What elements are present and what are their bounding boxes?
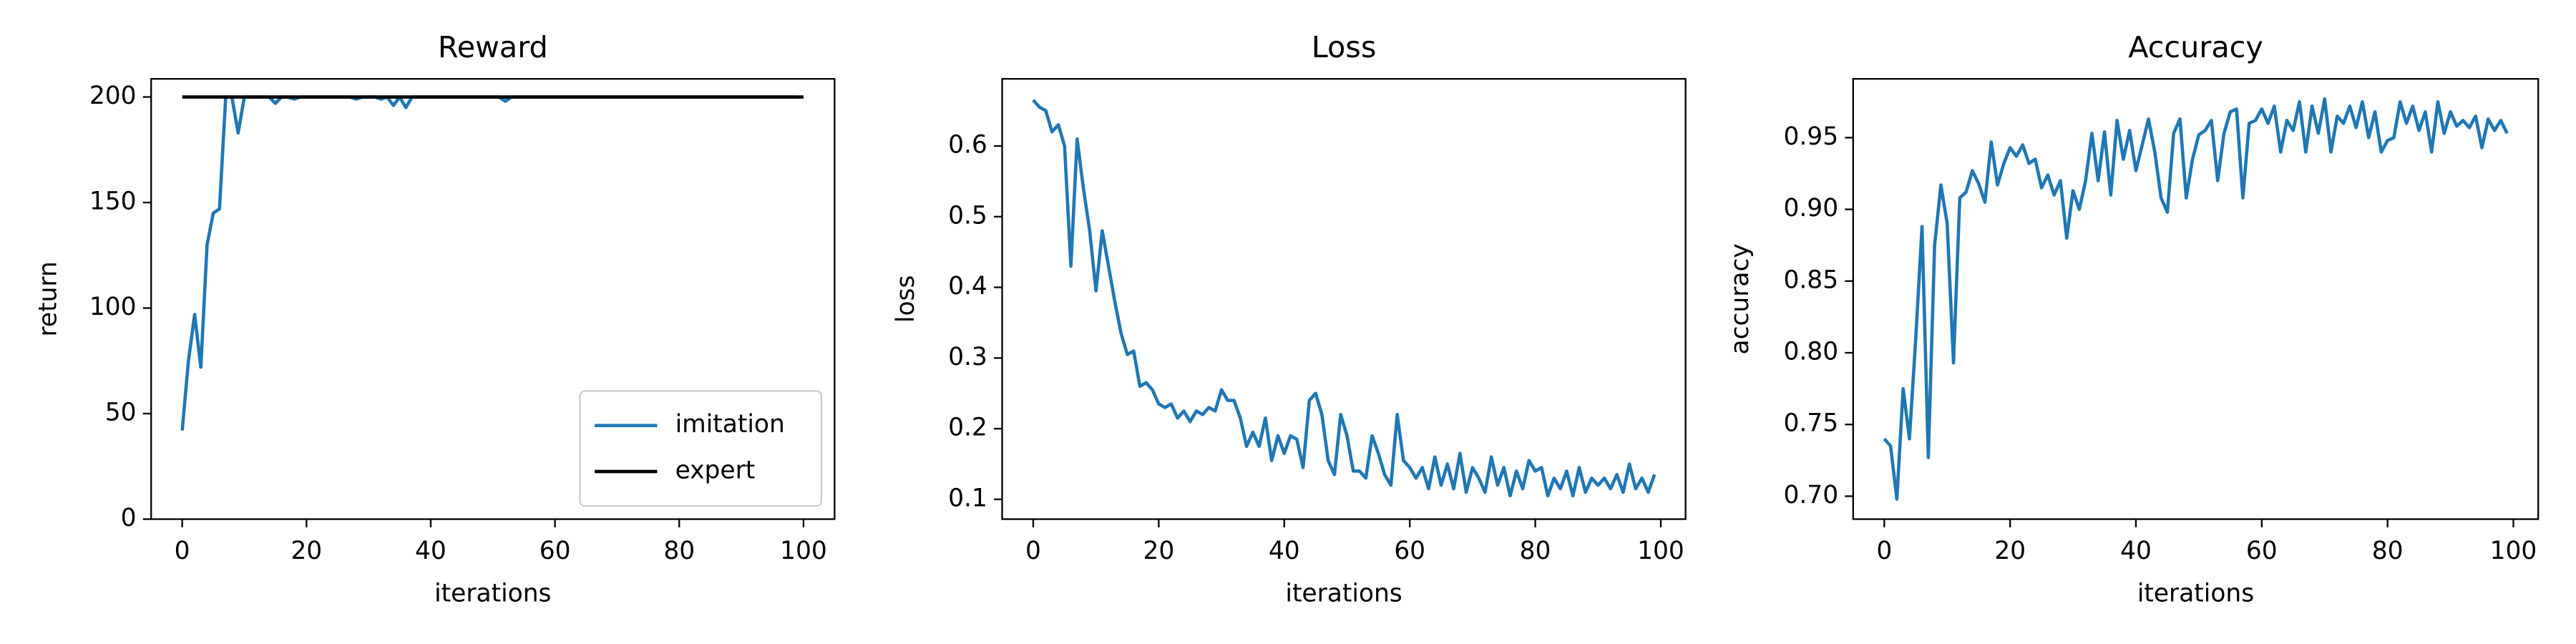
- x-tick-label: 60: [1394, 537, 1425, 565]
- y-tick-label: 0.2: [948, 414, 987, 442]
- x-tick-label: 60: [540, 537, 571, 565]
- data-line: [1032, 99, 1657, 498]
- y-tick-label: 0.85: [1783, 265, 1838, 294]
- y-tick-label: 0.80: [1783, 338, 1838, 366]
- x-tick-label: 80: [1520, 537, 1551, 565]
- y-tick-label: 0.70: [1783, 481, 1838, 509]
- y-tick-label: 0.5: [948, 201, 987, 230]
- y-tick-label: 50: [105, 399, 137, 427]
- chart-title: Reward: [438, 30, 548, 64]
- x-tick-label: 80: [2372, 537, 2404, 565]
- y-tick-label: 0.95: [1783, 122, 1838, 151]
- y-tick-label: 200: [89, 82, 137, 110]
- x-tick-label: 40: [415, 537, 447, 565]
- y-axis-label: return: [34, 261, 62, 336]
- y-tick-label: 0.75: [1783, 409, 1838, 438]
- x-tick-label: 60: [2246, 537, 2278, 565]
- y-tick-label: 0: [121, 504, 137, 532]
- legend-label: imitation: [675, 410, 785, 439]
- x-tick-label: 40: [2120, 537, 2152, 565]
- x-tick-label: 20: [1994, 537, 2026, 565]
- x-tick-label: 40: [1269, 537, 1300, 565]
- x-axis-label: iterations: [2137, 580, 2254, 608]
- y-tick-label: 0.4: [948, 272, 987, 301]
- x-tick-label: 100: [1637, 537, 1684, 565]
- y-tick-label: 0.6: [948, 131, 987, 160]
- x-tick-label: 100: [780, 537, 827, 565]
- y-tick-label: 100: [89, 293, 137, 321]
- y-tick-label: 0.90: [1783, 194, 1838, 223]
- y-tick-label: 150: [89, 187, 137, 216]
- legend-label: expert: [675, 456, 756, 484]
- x-tick-label: 20: [291, 537, 322, 565]
- x-axis-label: iterations: [1285, 580, 1402, 608]
- y-tick-label: 0.3: [948, 343, 987, 371]
- y-axis-label: accuracy: [1726, 243, 1755, 354]
- axes-frame: [150, 78, 836, 520]
- y-tick-label: 0.1: [948, 484, 987, 512]
- y-axis-label: loss: [892, 275, 920, 323]
- x-tick-label: 0: [175, 537, 190, 565]
- chart-title: Loss: [1312, 30, 1377, 64]
- x-tick-label: 80: [663, 537, 695, 565]
- x-tick-label: 20: [1143, 537, 1174, 565]
- x-tick-label: 100: [2490, 537, 2537, 565]
- x-axis-label: iterations: [434, 580, 551, 608]
- axes-frame: [1001, 78, 1687, 520]
- chart-title: Accuracy: [2128, 30, 2263, 64]
- x-tick-label: 0: [1876, 537, 1892, 565]
- legend-box: [579, 390, 823, 507]
- x-tick-label: 0: [1025, 537, 1041, 565]
- axes-frame: [1852, 78, 2540, 520]
- data-line: [1883, 97, 2509, 501]
